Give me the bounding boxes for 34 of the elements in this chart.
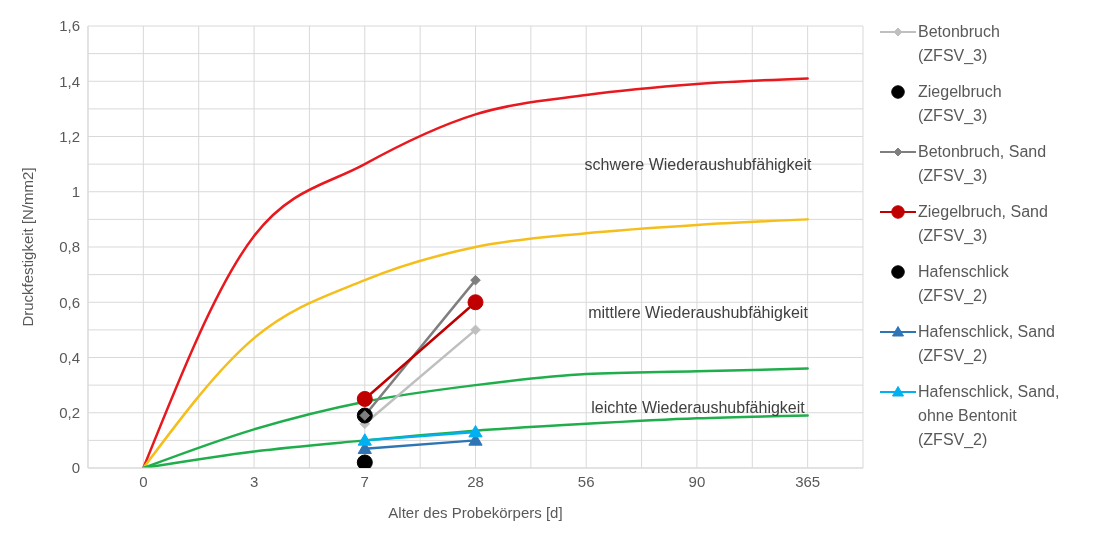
legend-label: Hafenschlick, Sand (ZFSV_2) <box>918 322 1055 366</box>
x-axis-title: Alter des Probekörpers [d] <box>388 504 563 521</box>
annotation: schwere Wiederaushubfähigkeit <box>584 156 812 174</box>
y-tick-label: 0,8 <box>59 238 80 256</box>
y-axis-title: Druckfestigkeit [N/mm2] <box>19 167 37 327</box>
x-tick-label: 7 <box>360 472 369 490</box>
annotation: mittlere Wiederaushubfähigkeit <box>588 304 808 322</box>
point <box>470 274 481 286</box>
legend-label: Ziegelbruch (ZFSV_3) <box>918 82 1002 126</box>
legend-label: Betonbruch, Sand (ZFSV_3) <box>918 142 1047 186</box>
y-tick-label: 1,4 <box>59 72 80 90</box>
point <box>356 454 373 468</box>
y-tick-label: 1,6 <box>59 17 80 35</box>
point <box>467 294 484 311</box>
y-tick-label: 1,2 <box>59 127 80 145</box>
x-tick-label: 3 <box>249 472 259 490</box>
y-tick-label: 0,2 <box>59 404 80 422</box>
x-tick-label: 28 <box>467 472 484 490</box>
line-series <box>142 218 809 468</box>
x-tick-label: 0 <box>139 472 148 490</box>
y-tick-label: 0,6 <box>59 293 80 311</box>
legend-label: Hafenschlick, Sand, ohne Bentonit (ZFSV_2) <box>918 382 1060 450</box>
x-tick-label: 365 <box>795 472 821 490</box>
legend-label: Ziegelbruch, Sand (ZFSV_3) <box>918 202 1048 246</box>
point <box>470 324 481 336</box>
x-tick-label: 56 <box>577 472 595 490</box>
legend-label: Betonbruch (ZFSV_3) <box>918 22 1000 66</box>
legend-label: Hafenschlick (ZFSV_2) <box>918 262 1009 306</box>
y-tick-label: 1 <box>71 183 80 201</box>
x-tick-label: 90 <box>688 472 706 490</box>
point <box>356 390 373 407</box>
annotation: leichte Wiederaushubfähigkeit <box>591 399 805 417</box>
y-tick-label: 0 <box>71 459 80 477</box>
y-tick-label: 0,4 <box>59 348 80 366</box>
